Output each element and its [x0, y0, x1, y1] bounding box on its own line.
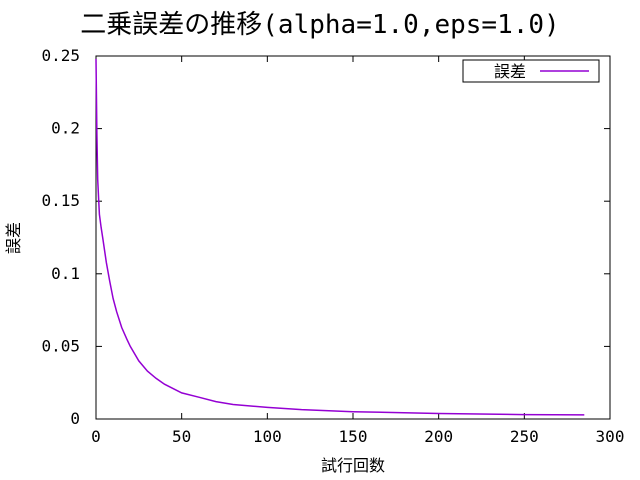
x-tick-label: 300	[596, 427, 625, 446]
y-tick-label: 0.2	[51, 119, 80, 138]
x-tick-label: 250	[510, 427, 539, 446]
series-line	[95, 58, 585, 416]
y-tick-label: 0.25	[41, 46, 80, 65]
y-tick-label: 0.05	[41, 336, 80, 355]
x-tick-label: 100	[253, 427, 282, 446]
legend-label: 誤差	[494, 62, 526, 81]
chart-title: 二乗誤差の推移(alpha=1.0,eps=1.0)	[80, 10, 560, 40]
plot-frame	[95, 55, 611, 420]
y-axis-label: 誤差	[4, 221, 23, 255]
y-tick-label: 0.1	[51, 264, 80, 283]
legend-box	[462, 59, 600, 83]
x-axis-label: 試行回数	[320, 456, 385, 475]
x-tick-label: 0	[91, 427, 101, 446]
series-group	[95, 58, 585, 416]
y-tick-label: 0	[70, 409, 80, 428]
legend: 誤差	[462, 59, 600, 83]
axis-ticks: 0 50 100 150 200 250 300 0 0.05 0.1 0.15 0.2 0.25	[41, 46, 624, 446]
y-tick-label: 0.15	[41, 191, 80, 210]
x-tick-label: 150	[339, 427, 368, 446]
x-tick-label: 50	[172, 427, 191, 446]
x-tick-label: 200	[424, 427, 453, 446]
